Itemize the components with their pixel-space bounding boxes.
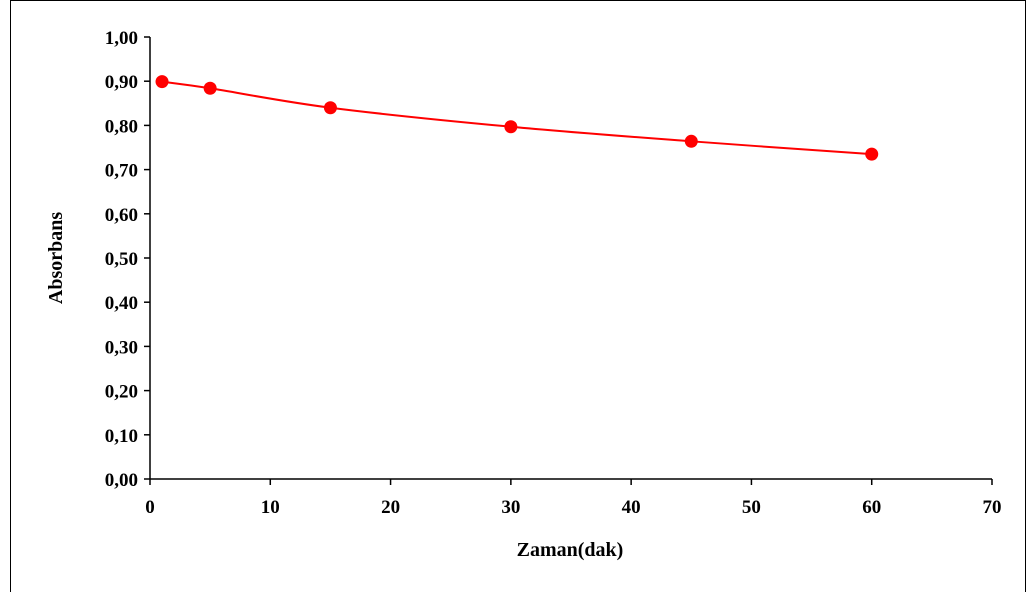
data-point (323, 101, 337, 115)
x-tick-label: 60 (862, 497, 881, 518)
data-point (203, 81, 217, 95)
y-tick-label: 0,40 (105, 293, 138, 314)
x-tick-label: 30 (501, 497, 520, 518)
y-tick-label: 0,70 (105, 161, 138, 182)
x-tick-label: 40 (622, 497, 641, 518)
series-line (161, 80, 872, 156)
x-tick-label: 70 (983, 497, 1002, 518)
x-tick-label: 50 (742, 497, 761, 518)
x-tick-label: 10 (261, 497, 280, 518)
data-point (865, 147, 879, 161)
y-ticks: 0,00 0,10 0,20 0,30 0,40 0,50 0,60 0,70 0,80 0,90… (105, 28, 150, 491)
data-point (155, 75, 169, 89)
series-layer (155, 75, 879, 161)
data-point (504, 120, 518, 134)
x-tick-label: 20 (381, 497, 400, 518)
chart-frame (10, 0, 1026, 592)
y-tick-label: 0,80 (105, 116, 138, 137)
y-axis-title: Absorbans (45, 212, 67, 304)
y-tick-label: 0,50 (105, 249, 138, 270)
y-tick-label: 0,90 (105, 72, 138, 93)
axes (149, 37, 992, 480)
y-tick-label: 1,00 (105, 28, 138, 49)
y-tick-label: 0,00 (105, 470, 138, 491)
y-tick-label: 0,10 (105, 426, 138, 447)
x-ticks: 0 10 20 30 40 50 60 70 (145, 479, 1002, 518)
x-axis-title: Zaman(dak) (517, 539, 624, 561)
y-tick-label: 0,20 (105, 382, 138, 403)
y-tick-label: 0,60 (105, 205, 138, 226)
data-point (684, 134, 698, 148)
x-tick-label: 0 (145, 497, 155, 518)
y-tick-label: 0,30 (105, 337, 138, 358)
